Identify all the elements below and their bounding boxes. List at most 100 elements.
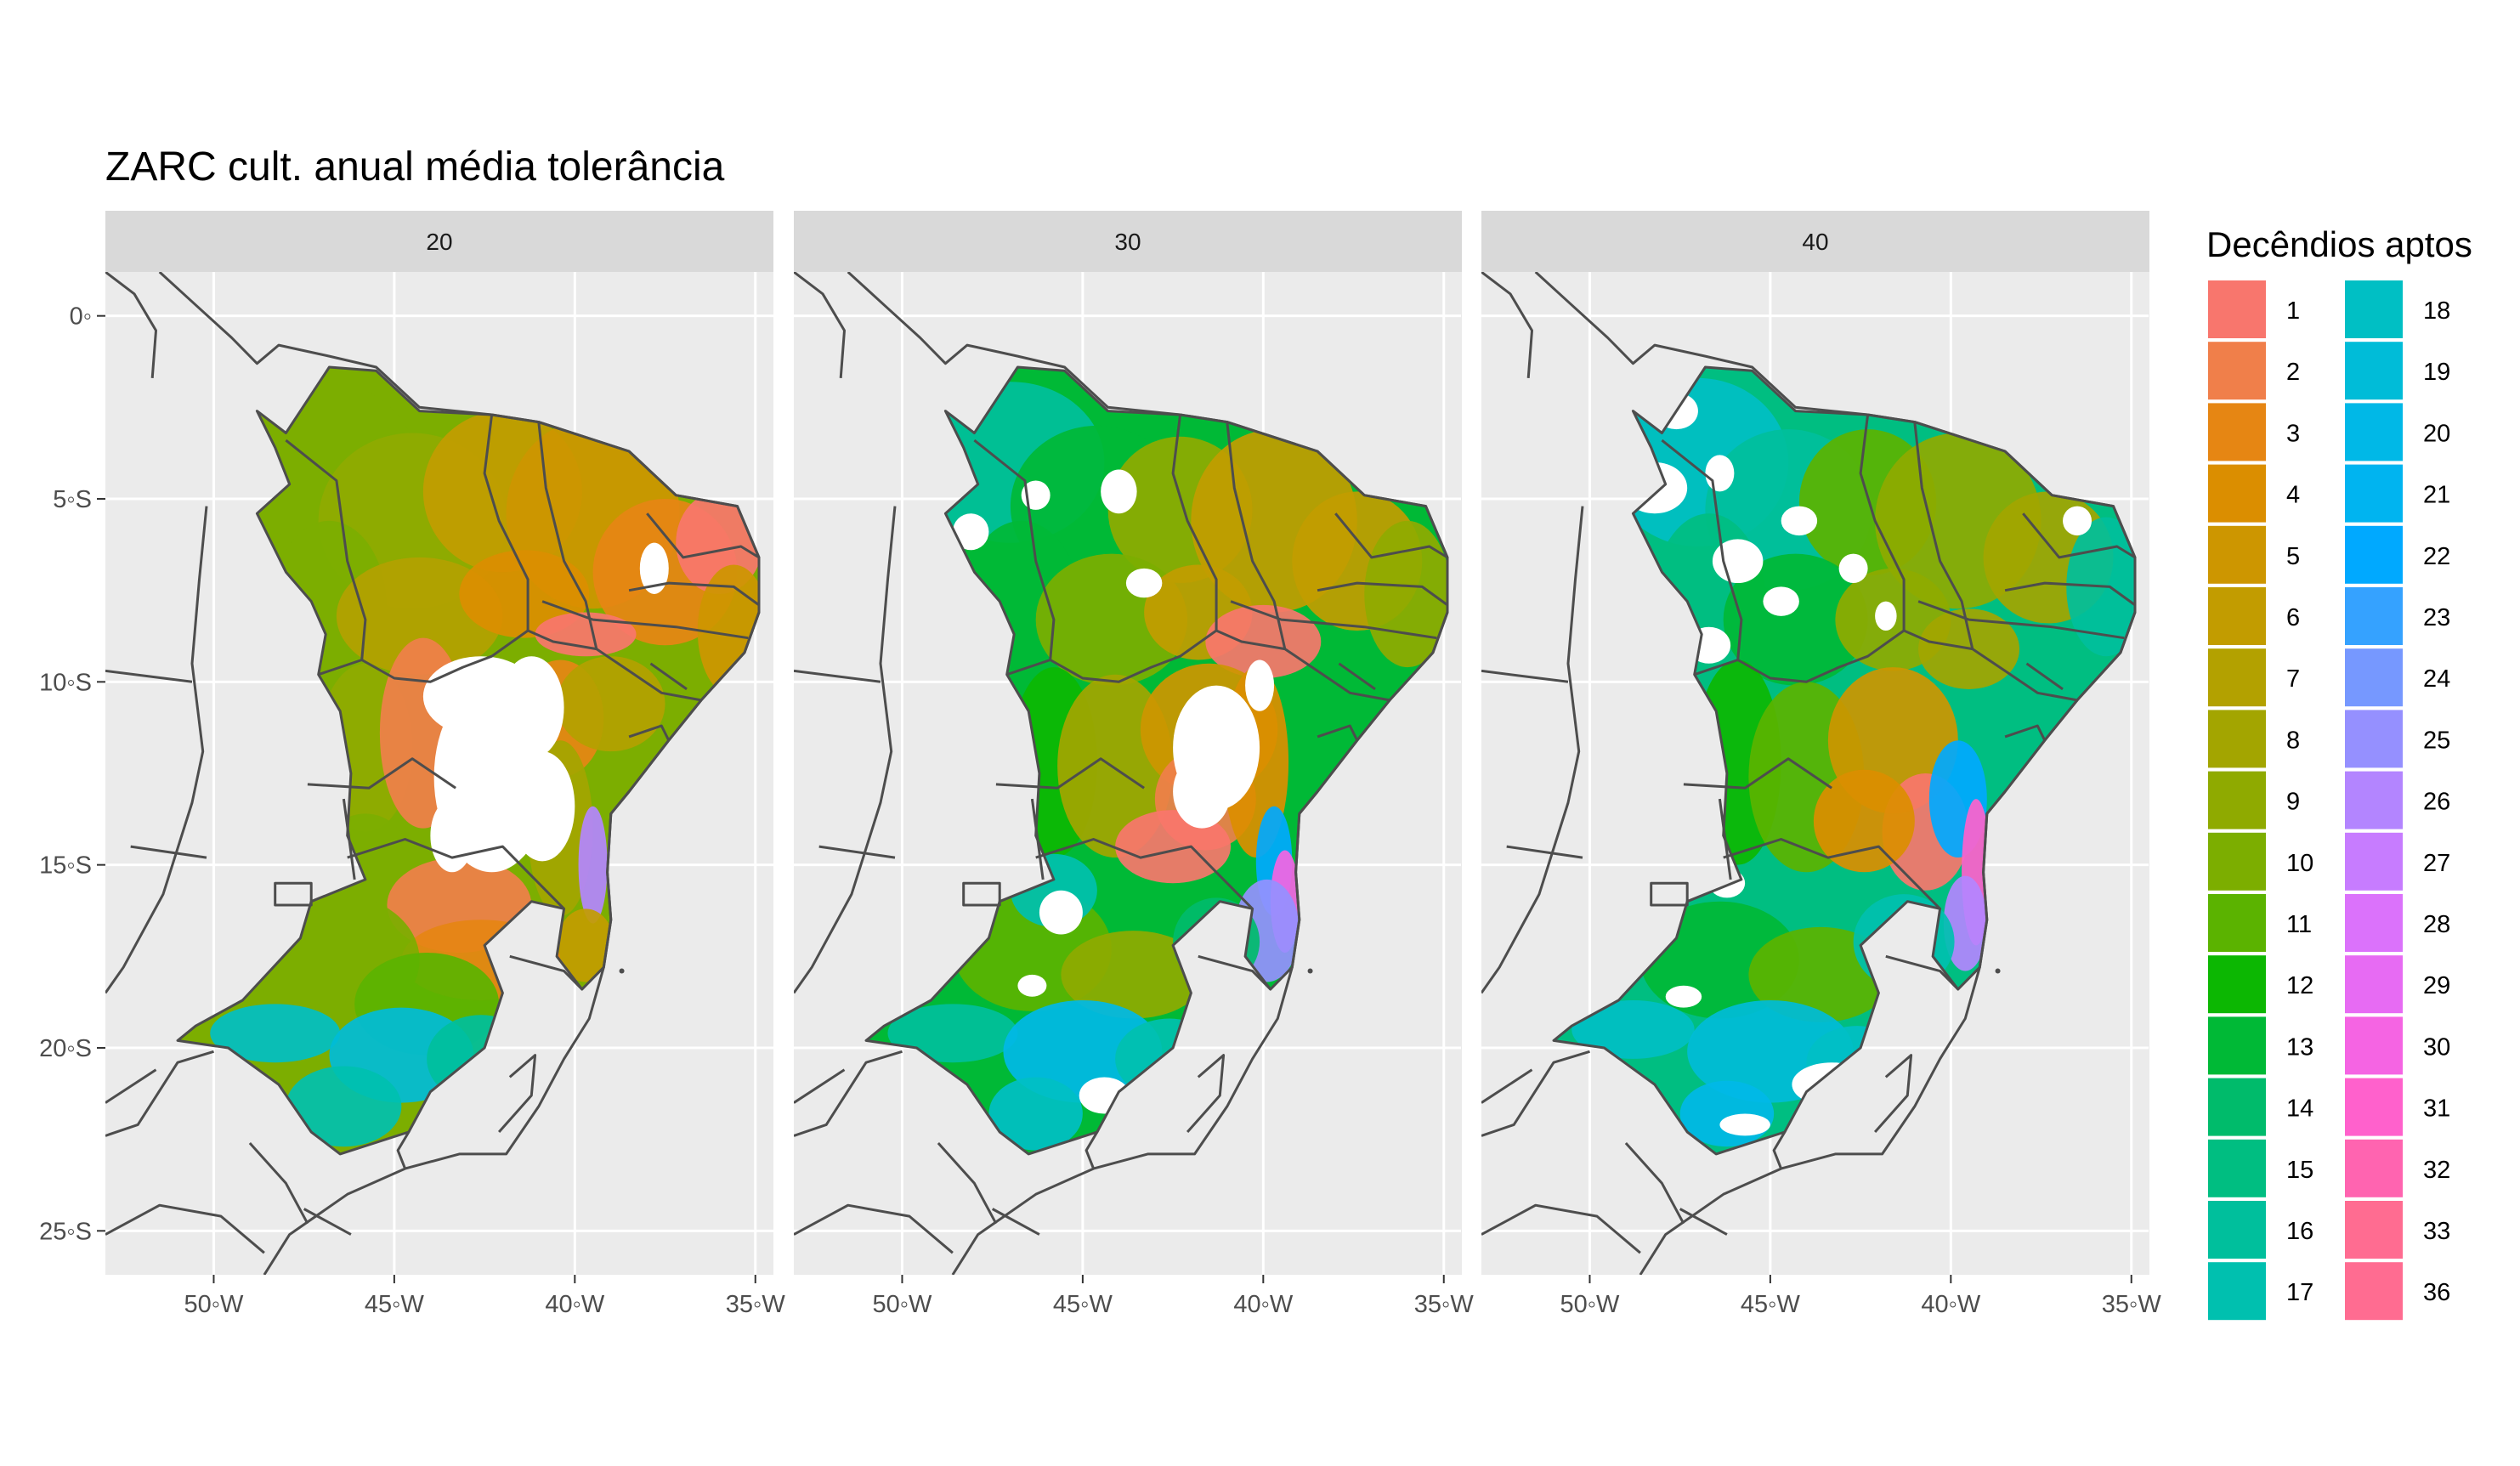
x-axes: 50◦W 45◦W 40◦W 35◦W 50◦W 45◦W 40◦W 35◦W 50◦W 45◦W…: [184, 1275, 2161, 1318]
legend-item: 36: [2345, 1262, 2450, 1321]
unsuitable-area: [1101, 469, 1137, 514]
state-border: [1661, 439, 1743, 660]
unsuitable-area: [509, 751, 575, 862]
suitability-zone: [557, 656, 665, 752]
legend-label: 13: [2286, 1033, 2313, 1061]
facet-panels: 20 30 40: [105, 211, 2149, 1275]
legend-key: [2345, 648, 2403, 707]
unsuitable-area: [1125, 568, 1163, 598]
state-border: [105, 669, 193, 683]
state-border: [347, 838, 565, 910]
legend-key: [2208, 464, 2266, 523]
x-tick-label: 35◦W: [2102, 1291, 2162, 1318]
facet-strip-label: 30: [1114, 229, 1141, 255]
legend-key: [2345, 832, 2403, 891]
legend-label: 20: [2423, 420, 2450, 447]
legend-key: [2345, 403, 2403, 461]
unsuitable-area: [1838, 553, 1868, 584]
x-tick-label: 45◦W: [1053, 1291, 1113, 1318]
state-border: [1338, 662, 1376, 691]
legend-item: 15: [2208, 1139, 2313, 1197]
unsuitable-area: [1017, 974, 1047, 997]
legend-label: 8: [2286, 727, 2300, 754]
legend-label: 21: [2423, 482, 2450, 509]
legend-label: 32: [2423, 1157, 2450, 1184]
facet-strip: [1481, 211, 2149, 272]
suitability-zone: [1571, 1000, 1695, 1059]
legend-label: 12: [2286, 972, 2313, 999]
state-border: [1679, 1208, 1728, 1236]
legend-label: 31: [2423, 1095, 2450, 1123]
legend-key: [2208, 525, 2266, 584]
state-border: [2004, 724, 2047, 741]
legend-item: 11: [2208, 894, 2312, 952]
state-border: [646, 512, 760, 559]
unsuitable-area: [2063, 506, 2092, 536]
legend-key: [2208, 710, 2266, 768]
legend-label: 7: [2286, 665, 2300, 693]
state-border: [794, 272, 846, 379]
x-tick-label: 35◦W: [1414, 1291, 1475, 1318]
legend-item: 13: [2208, 1016, 2313, 1075]
legend-item: 18: [2345, 280, 2450, 338]
unsuitable-area: [499, 656, 564, 759]
legend-key: [2208, 648, 2266, 707]
state-border: [937, 1141, 998, 1225]
state-border: [1694, 629, 2078, 702]
state-border: [541, 600, 749, 640]
legend-key: [2208, 832, 2266, 891]
suitability-zone: [578, 806, 608, 924]
legend-item: 12: [2208, 955, 2313, 1014]
legend-key: [2345, 710, 2403, 768]
state-border: [1873, 1054, 1913, 1133]
legend-item: 32: [2345, 1139, 2450, 1197]
suitability-zone: [1115, 810, 1232, 884]
legend-label: 25: [2423, 727, 2450, 754]
legend-key: [2208, 1016, 2266, 1075]
state-border: [1772, 1131, 1787, 1169]
x-tick-label: 50◦W: [184, 1291, 244, 1318]
x-tick-label: 45◦W: [365, 1291, 425, 1318]
legend-items: 1234567891011121314151617181920212223242…: [2208, 280, 2450, 1321]
legend-label: 36: [2423, 1279, 2450, 1306]
y-tick-label: 5◦S: [53, 486, 92, 513]
state-border: [303, 1208, 352, 1236]
state-border: [105, 1050, 214, 1137]
suitability-zone: [887, 1004, 1018, 1063]
state-border: [1481, 506, 1584, 994]
state-border: [1718, 798, 1732, 880]
suitability-zone: [1943, 875, 1987, 971]
legend-key: [2208, 587, 2266, 645]
suitability-zone: [557, 908, 615, 982]
unsuitable-area: [952, 513, 989, 551]
legend-label: 18: [2423, 297, 2450, 325]
legend-key: [2208, 771, 2266, 829]
legend-item: 31: [2345, 1078, 2450, 1136]
suitability-zone: [988, 1077, 1083, 1151]
legend-label: 4: [2286, 482, 2300, 509]
legend-label: 33: [2423, 1218, 2450, 1245]
federal-district-outline: [274, 881, 313, 907]
legend-label: 23: [2423, 604, 2450, 631]
state-border: [1859, 414, 1906, 631]
unsuitable-area: [1705, 455, 1735, 492]
legend-key: [2345, 280, 2403, 338]
state-border: [973, 439, 1056, 660]
legend-item: 26: [2345, 771, 2450, 829]
legend-label: 27: [2423, 850, 2450, 877]
legend-item: 5: [2208, 525, 2300, 584]
legend-item: 22: [2345, 525, 2450, 584]
state-border: [1171, 414, 1218, 631]
legend-label: 3: [2286, 420, 2300, 447]
legend-item: 14: [2208, 1078, 2313, 1136]
legend-key: [2345, 955, 2403, 1014]
legend-item: 25: [2345, 710, 2450, 768]
state-border: [1035, 838, 1254, 910]
legend-item: 1: [2208, 280, 2300, 338]
legend-item: 10: [2208, 832, 2313, 891]
legend-label: 9: [2286, 789, 2300, 816]
legend-key: [2345, 587, 2403, 645]
island-dot: [1307, 968, 1313, 974]
unsuitable-area: [639, 542, 669, 594]
state-border: [628, 724, 671, 741]
